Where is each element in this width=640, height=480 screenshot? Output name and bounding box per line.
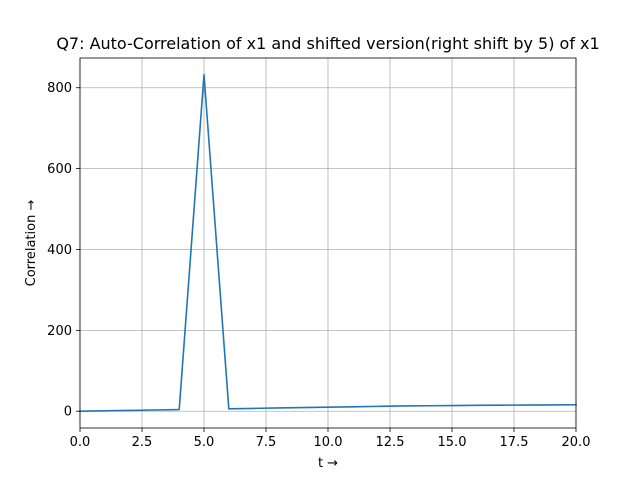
ticks: 0.0 2.5 5.0 7.5 10.0 12.5 15.0 17.5 20.0 0 200 400 6…: [47, 81, 590, 450]
x-tick-label: 17.5: [500, 435, 529, 450]
x-tick-label: 0.0: [70, 435, 91, 450]
x-tick-label: 15.0: [438, 435, 467, 450]
x-tick-label: 5.0: [194, 435, 215, 450]
x-tick-label: 10.0: [314, 435, 343, 450]
x-tick-label: 12.5: [376, 435, 405, 450]
y-tick-label: 200: [47, 324, 72, 339]
y-tick-label: 0: [64, 405, 72, 420]
x-tick-label: 2.5: [132, 435, 153, 450]
chart-title: Q7: Auto-Correlation of x1 and shifted v…: [56, 34, 599, 53]
y-tick-label: 600: [47, 162, 72, 177]
y-axis-label: Correlation →: [24, 200, 39, 287]
series-layer: [79, 73, 577, 413]
x-tick-label: 7.5: [256, 435, 277, 450]
y-tick-label: 400: [47, 243, 72, 258]
x-tick-label: 20.0: [562, 435, 591, 450]
series-line: [79, 73, 577, 413]
x-axis-label: t →: [318, 456, 338, 471]
grid-lines: [79, 58, 577, 428]
y-tick-label: 800: [47, 81, 72, 96]
